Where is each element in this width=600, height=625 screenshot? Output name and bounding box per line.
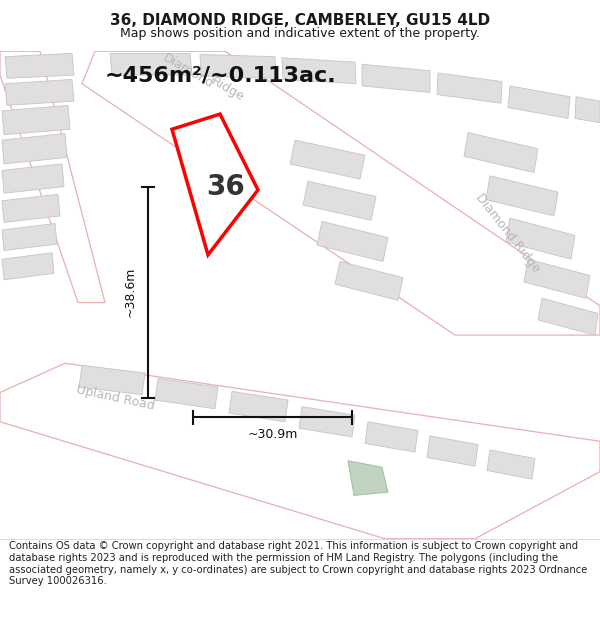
- Polygon shape: [5, 53, 74, 78]
- Polygon shape: [2, 164, 64, 193]
- Polygon shape: [79, 366, 145, 394]
- Polygon shape: [362, 64, 430, 92]
- Polygon shape: [508, 86, 570, 118]
- Polygon shape: [524, 259, 590, 298]
- Polygon shape: [506, 218, 575, 259]
- Polygon shape: [303, 181, 376, 220]
- Polygon shape: [0, 363, 600, 539]
- Polygon shape: [5, 79, 74, 106]
- Polygon shape: [290, 140, 365, 179]
- Polygon shape: [282, 58, 356, 84]
- Text: Map shows position and indicative extent of the property.: Map shows position and indicative extent…: [120, 27, 480, 40]
- Polygon shape: [2, 253, 54, 280]
- Polygon shape: [299, 407, 355, 437]
- Polygon shape: [2, 134, 67, 164]
- Polygon shape: [172, 114, 258, 255]
- Text: ~38.6m: ~38.6m: [124, 267, 137, 318]
- Text: ~30.9m: ~30.9m: [247, 428, 298, 441]
- Polygon shape: [437, 73, 502, 103]
- Polygon shape: [538, 298, 598, 335]
- Polygon shape: [2, 194, 60, 222]
- Text: 36: 36: [206, 173, 245, 201]
- Text: Diamond Ridge: Diamond Ridge: [473, 191, 543, 275]
- Polygon shape: [2, 224, 57, 251]
- Polygon shape: [82, 51, 600, 335]
- Polygon shape: [575, 97, 600, 122]
- Polygon shape: [464, 132, 538, 173]
- Text: ~456m²/~0.113ac.: ~456m²/~0.113ac.: [104, 66, 336, 86]
- Polygon shape: [2, 106, 70, 134]
- Polygon shape: [486, 176, 558, 216]
- Text: 36, DIAMOND RIDGE, CAMBERLEY, GU15 4LD: 36, DIAMOND RIDGE, CAMBERLEY, GU15 4LD: [110, 12, 490, 28]
- Polygon shape: [335, 261, 403, 301]
- Polygon shape: [317, 221, 388, 261]
- Polygon shape: [0, 51, 105, 302]
- Text: Diamond: Diamond: [160, 51, 216, 91]
- Polygon shape: [229, 391, 288, 422]
- Polygon shape: [487, 450, 535, 479]
- Polygon shape: [348, 461, 388, 496]
- Polygon shape: [427, 436, 478, 466]
- Text: Ridge: Ridge: [209, 74, 247, 104]
- Text: Upland Road: Upland Road: [74, 383, 155, 412]
- Text: Contains OS data © Crown copyright and database right 2021. This information is : Contains OS data © Crown copyright and d…: [9, 541, 587, 586]
- Polygon shape: [110, 53, 192, 75]
- Polygon shape: [155, 378, 218, 409]
- Polygon shape: [200, 54, 276, 78]
- Polygon shape: [365, 422, 418, 452]
